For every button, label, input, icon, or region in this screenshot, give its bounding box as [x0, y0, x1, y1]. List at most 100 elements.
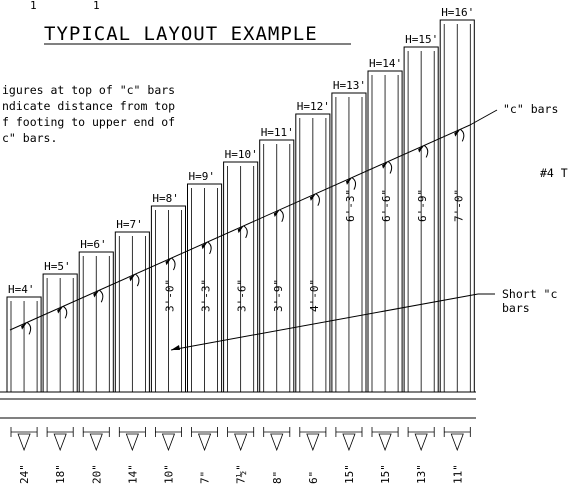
footing	[0, 391, 476, 419]
c-bar-dimension: 7'-0"	[452, 189, 465, 222]
c-bar-hook	[135, 273, 140, 287]
bar-spacing-label: 11"	[451, 464, 464, 484]
c-bar-hook	[98, 289, 104, 303]
marks-layer	[21, 128, 465, 335]
spacing-wedge	[378, 433, 392, 452]
spacing-wedge	[89, 433, 103, 452]
c-bar-dimension: 3'-6"	[236, 279, 249, 312]
bar-column: H=4' 24"	[6, 283, 42, 484]
note-line-2: ndicate distance from top	[2, 99, 175, 113]
c-bar-arrow	[273, 209, 280, 218]
bar-column: H=15' 6'-9" 13"	[403, 33, 439, 484]
c-bar-arrow	[382, 161, 389, 169]
c-bar-hook	[351, 177, 357, 190]
spacing-wedge	[125, 433, 139, 452]
bar-spacing-label: 8"	[271, 471, 284, 484]
bar-column: H=16' 7'-0" 11"	[439, 6, 475, 484]
bar-height-label: H=14'	[369, 57, 402, 70]
c-bar-hook	[459, 128, 465, 142]
c-bar-hook	[279, 209, 284, 223]
c-bar-hook	[26, 321, 32, 335]
spacing-wedge	[306, 433, 320, 452]
bars-layer: H=4' 24" H=5' 18" H=6' 20" H=7' 14" H=8' 3'-0" 10"…	[6, 6, 475, 484]
bar-height-label: H=10'	[225, 148, 258, 161]
bar-spacing-label: 7"	[199, 471, 212, 484]
bar-height-label: H=6'	[80, 238, 107, 251]
c-bar-arrow	[21, 322, 28, 330]
spacing-wedge	[197, 433, 212, 452]
c-bar-dimension: 3'-9"	[272, 279, 285, 312]
note-line-3: f footing to upper end of	[2, 115, 175, 129]
spacing-wedge	[270, 433, 284, 452]
bar-spacing-label: 15"	[343, 464, 356, 484]
c-bar-dimension: 6'-6"	[380, 189, 393, 222]
bar-spacing-label: 20"	[90, 464, 103, 484]
note-line-1: igures at top of "c" bars	[2, 83, 175, 97]
spacing-wedge	[450, 433, 464, 452]
bar-height-label: H=5'	[44, 260, 71, 273]
bar-spacing-label: 14"	[126, 464, 139, 484]
spacing-wedge	[17, 433, 31, 452]
bar-column: H=14' 6'-6" 15"	[367, 57, 403, 484]
c-bar-hook	[171, 257, 176, 271]
c-bar-arrow	[165, 258, 172, 266]
bar-height-label: H=16'	[441, 6, 474, 19]
bar-column: H=9' 3'-3" 7"	[187, 170, 223, 484]
c-bar-hook	[62, 305, 68, 319]
right-partial-callout: #4 T	[540, 166, 568, 180]
c-bar-hook	[207, 241, 212, 255]
c-bars-diagonal	[9, 124, 471, 331]
c-bar-dimension: 4'-0"	[308, 279, 321, 312]
c-bar-arrow	[93, 290, 100, 298]
c-bar-arrow	[309, 193, 316, 201]
bar-spacing-label: 6"	[307, 471, 320, 484]
spacing-wedge	[53, 433, 67, 452]
drawing-title: TYPICAL LAYOUT EXAMPLE	[44, 23, 318, 45]
bar-spacing-label: 15"	[379, 464, 392, 484]
c-bar-hook	[243, 225, 248, 239]
bar-height-label: H=15'	[405, 33, 438, 46]
bar-height-label: H=8'	[152, 192, 179, 205]
c-bar-dimension: 3'-3"	[200, 279, 213, 312]
spacing-wedge	[414, 433, 428, 452]
c-bar-arrow	[345, 177, 352, 185]
c-bar-arrow	[57, 306, 64, 314]
bar-column: H=7' 14"	[114, 218, 150, 484]
spacing-wedge	[161, 433, 176, 452]
c-bar-hook	[423, 145, 429, 158]
short-c-bars-diagonal	[170, 293, 479, 351]
bar-height-label: H=13'	[333, 79, 366, 92]
bar-column: H=13' 6'-3" 15"	[331, 79, 367, 484]
bar-column: H=6' 20"	[78, 238, 114, 484]
c-bar-arrow	[129, 274, 136, 282]
bar-height-label: H=7'	[116, 218, 143, 231]
c-bar-arrow	[454, 129, 461, 137]
bar-spacing-label: 18"	[54, 464, 67, 484]
c-bar-arrow	[237, 225, 244, 234]
bar-column: H=8' 3'-0" 10"	[150, 192, 186, 484]
c-bars-leader	[469, 109, 498, 126]
c-bar-dimension: 6'-9"	[416, 189, 429, 222]
spacing-wedge	[342, 433, 356, 452]
bar-spacing-label: 24"	[18, 464, 31, 484]
short-c-bars-arrowhead	[171, 345, 180, 350]
c-bar-hook	[315, 193, 320, 206]
c-bars-callout: "c" bars	[503, 102, 558, 116]
bar-column: H=5' 18"	[42, 260, 78, 484]
bar-height-label: H=11'	[261, 126, 294, 139]
bar-height-label: H=9'	[189, 170, 216, 183]
bar-height-label: H=4'	[8, 283, 35, 296]
bar-column: H=12' 4'-0" 6"	[295, 100, 331, 484]
bar-spacing-label: 7½"	[235, 464, 248, 484]
bar-column: H=10' 3'-6" 7½"	[223, 148, 259, 484]
note-block: igures at top of "c" bars ndicate distan…	[2, 83, 175, 145]
top-mark-right: 1	[93, 0, 100, 12]
c-bar-arrow	[418, 145, 425, 153]
top-mark-left: 1	[30, 0, 37, 12]
bar-spacing-label: 10"	[162, 464, 175, 484]
c-bar-arrow	[201, 241, 208, 250]
short-c-bars-callout-line1: Short "c	[502, 287, 557, 301]
c-bar-hook	[387, 161, 393, 174]
bar-column: H=11' 3'-9" 8"	[259, 126, 295, 484]
